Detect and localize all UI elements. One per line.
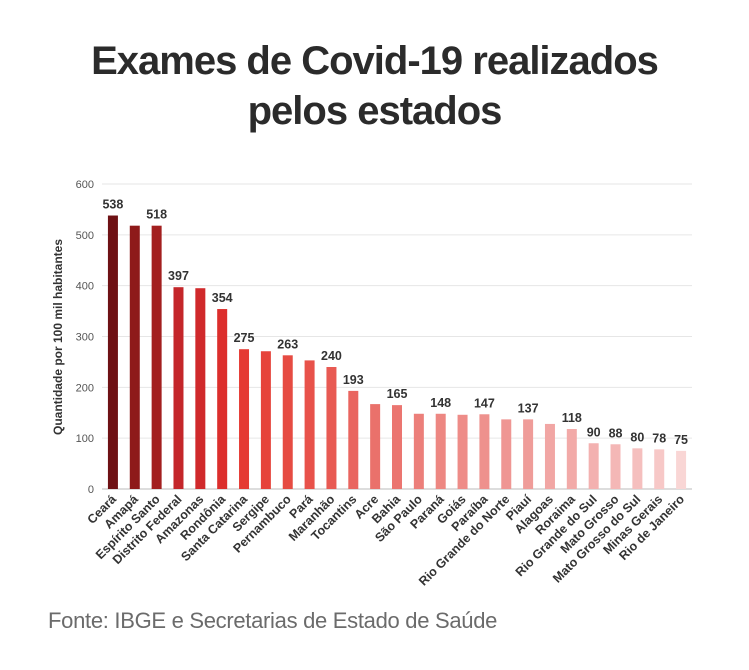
source-note: Fonte: IBGE e Secretarias de Estado de S…	[48, 608, 498, 633]
value-label: 90	[587, 425, 601, 439]
value-label: 88	[609, 426, 623, 440]
bar	[501, 419, 512, 489]
y-tick-label: 100	[76, 433, 94, 445]
chart-title-line-1: Exames de Covid-19 realizados	[91, 39, 659, 83]
bar	[151, 225, 162, 489]
value-label: 538	[102, 198, 123, 212]
bar	[610, 444, 621, 489]
bar	[370, 404, 381, 489]
bar	[544, 423, 555, 489]
bars	[107, 215, 687, 489]
value-label: 518	[146, 208, 167, 222]
chart-title: Exames de Covid-19 realizados pelos esta…	[0, 36, 749, 136]
bar	[173, 287, 184, 489]
bar	[654, 449, 665, 489]
bar	[217, 309, 228, 489]
bar	[107, 215, 118, 489]
bar	[523, 419, 534, 489]
bar	[457, 414, 468, 489]
value-label: 165	[387, 387, 408, 401]
bar	[304, 360, 315, 489]
bar	[195, 288, 206, 489]
bar	[632, 448, 643, 489]
value-label: 263	[277, 337, 298, 351]
value-label: 75	[674, 433, 688, 447]
value-label: 193	[343, 373, 364, 387]
chart-title-line-2: pelos estados	[247, 89, 503, 133]
value-label: 78	[652, 431, 666, 445]
bar-chart: 0 100 200 300 400 500 600 538 518 397 354 275 263 24…	[51, 179, 692, 589]
y-tick-label: 200	[76, 382, 94, 394]
y-tick-label: 300	[76, 332, 94, 344]
value-label: 118	[562, 411, 582, 425]
y-tick-label: 0	[88, 484, 94, 496]
value-label: 148	[430, 396, 451, 410]
y-tick-label: 400	[76, 281, 94, 293]
bar	[348, 390, 359, 489]
bar	[479, 414, 490, 489]
value-label: 240	[321, 349, 342, 363]
bar	[326, 367, 337, 489]
y-tick-label: 500	[76, 230, 94, 242]
value-label: 275	[234, 331, 255, 345]
bar	[260, 351, 271, 489]
bar	[392, 405, 402, 489]
bar	[566, 429, 577, 489]
value-label: 80	[630, 430, 644, 444]
bar	[239, 349, 250, 489]
bar	[129, 225, 140, 489]
bar	[588, 443, 599, 489]
value-label: 354	[212, 291, 233, 305]
bar	[435, 413, 446, 489]
bar	[413, 413, 424, 489]
y-tick-label: 600	[76, 179, 94, 191]
bar	[676, 450, 687, 489]
value-label: 397	[168, 269, 189, 283]
value-label: 147	[474, 396, 495, 410]
y-axis-label: Quantidade por 100 mil habitantes	[51, 239, 65, 435]
y-axis-ticks: 0 100 200 300 400 500 600	[76, 179, 94, 496]
value-label: 137	[518, 401, 539, 415]
bar	[282, 355, 293, 489]
